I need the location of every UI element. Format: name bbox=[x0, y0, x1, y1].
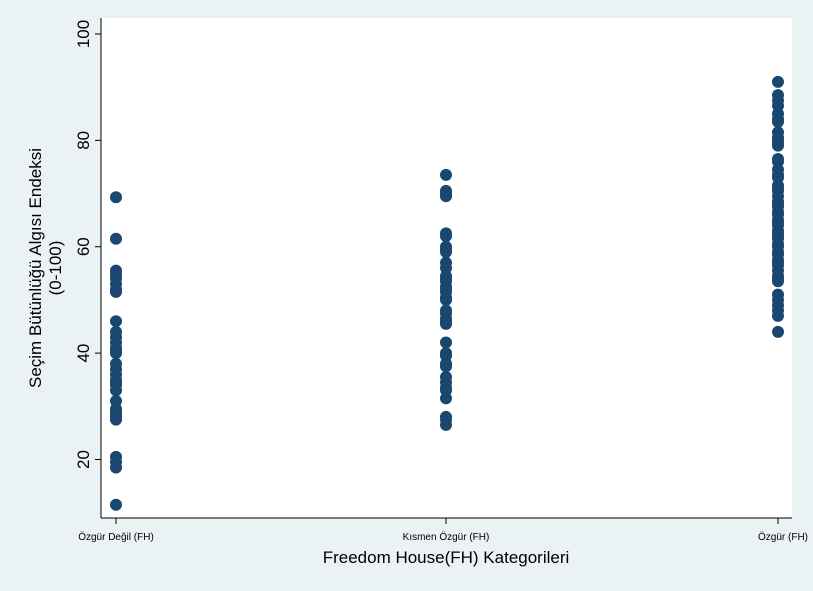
data-point bbox=[110, 498, 122, 511]
x-axis-title: Freedom House(FH) Kategorileri bbox=[323, 548, 570, 567]
data-point bbox=[440, 360, 452, 373]
data-point bbox=[772, 275, 784, 288]
data-point bbox=[110, 315, 122, 328]
data-points bbox=[110, 75, 784, 511]
data-point bbox=[440, 418, 452, 431]
y-tick-label: 40 bbox=[74, 344, 93, 363]
data-point bbox=[772, 325, 784, 338]
data-point bbox=[110, 413, 122, 426]
x-tick-label: Özgür Değil (FH) bbox=[78, 531, 154, 543]
data-point bbox=[440, 336, 452, 349]
data-point bbox=[440, 317, 452, 330]
data-point bbox=[110, 461, 122, 474]
y-tick-label: 20 bbox=[74, 450, 93, 469]
data-point bbox=[440, 293, 452, 306]
data-point bbox=[440, 190, 452, 203]
data-point bbox=[110, 384, 122, 397]
y-axis-title-line2: (0-100) bbox=[46, 241, 65, 296]
data-point bbox=[440, 246, 452, 259]
data-point bbox=[772, 115, 784, 128]
y-axis-title-line1: Seçim Bütünlüğü Algısı Endeksi bbox=[26, 148, 45, 388]
x-ticks: Özgür Değil (FH) Kısmen Özgür (FH) Özgür (… bbox=[78, 518, 808, 543]
data-point bbox=[440, 392, 452, 405]
data-point bbox=[772, 139, 784, 152]
y-tick-label: 60 bbox=[74, 237, 93, 256]
data-point bbox=[440, 230, 452, 243]
data-point bbox=[110, 232, 122, 245]
x-tick-label: Özgür (FH) bbox=[758, 531, 808, 543]
data-point bbox=[772, 309, 784, 322]
y-tick-label: 100 bbox=[74, 20, 93, 48]
data-point bbox=[110, 285, 122, 298]
data-point bbox=[772, 75, 784, 88]
data-point bbox=[110, 347, 122, 360]
data-point bbox=[110, 191, 122, 204]
y-ticks: 20 40 60 80 100 bbox=[74, 20, 101, 469]
x-tick-label: Kısmen Özgür (FH) bbox=[403, 531, 490, 543]
y-tick-label: 80 bbox=[74, 131, 93, 150]
data-point bbox=[440, 168, 452, 181]
